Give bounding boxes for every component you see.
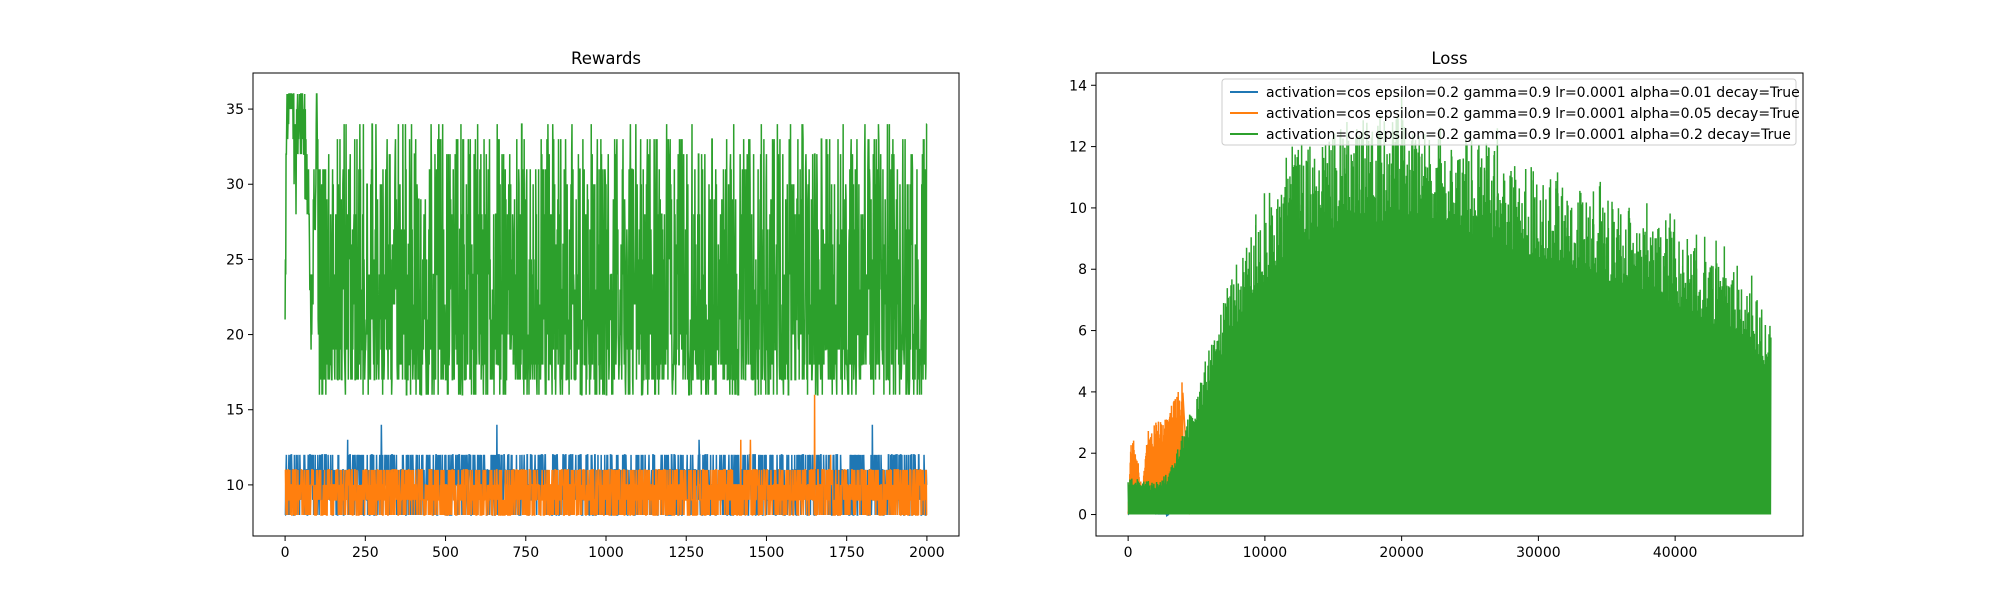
rewards-ytick-label: 30 (226, 177, 244, 193)
rewards-xtick-label: 750 (512, 545, 539, 561)
rewards-series-2-line (284, 394, 928, 516)
legend-label-1: activation=cos epsilon=0.2 gamma=0.9 lr=… (1266, 85, 1800, 101)
loss-legend: activation=cos epsilon=0.2 gamma=0.9 lr=… (1221, 78, 1800, 146)
loss-ytick-label: 4 (1078, 385, 1087, 401)
rewards-ytick-label: 20 (226, 328, 244, 344)
loss-plot-frame (1095, 72, 1804, 537)
loss-ytick-label: 0 (1078, 508, 1087, 524)
loss-ytick-label: 12 (1069, 140, 1087, 156)
rewards-series-3-line (284, 93, 928, 396)
rewards-chart: Rewards 0 250 500 750 1000 1250 1500 1750 2000 10… (226, 49, 960, 561)
loss-series-3-line (1127, 116, 1772, 515)
loss-xtick-label: 20000 (1379, 545, 1424, 561)
legend-box (1221, 78, 1797, 146)
loss-ytick-label: 2 (1078, 446, 1087, 462)
rewards-xtick-label: 250 (352, 545, 379, 561)
rewards-xtick-label: 1750 (829, 545, 865, 561)
rewards-xtick-label: 1250 (668, 545, 704, 561)
loss-ytick-label: 10 (1069, 201, 1087, 217)
loss-xtick-label: 0 (1124, 545, 1133, 561)
rewards-ytick-label: 35 (226, 102, 244, 118)
rewards-xtick-label: 2000 (909, 545, 945, 561)
loss-ytick-label: 14 (1069, 78, 1087, 94)
rewards-xtick-label: 1500 (749, 545, 785, 561)
rewards-ytick-label: 15 (226, 403, 244, 419)
loss-chart: Loss 0 10000 20000 30000 40000 0 2 4 6 8 10 12 14 act… (1069, 49, 1804, 561)
loss-chart-title: Loss (1431, 49, 1467, 68)
loss-xtick-label: 10000 (1243, 545, 1288, 561)
rewards-ytick-label: 10 (226, 478, 244, 494)
loss-xtick-label: 40000 (1653, 545, 1698, 561)
legend-label-3: activation=cos epsilon=0.2 gamma=0.9 lr=… (1266, 127, 1791, 143)
rewards-ytick-label: 25 (226, 252, 244, 268)
rewards-xtick-label: 500 (432, 545, 459, 561)
legend-label-2: activation=cos epsilon=0.2 gamma=0.9 lr=… (1266, 106, 1800, 122)
rewards-xtick-label: 1000 (588, 545, 624, 561)
rewards-plot-frame (252, 72, 960, 537)
loss-xtick-label: 30000 (1516, 545, 1561, 561)
rewards-chart-title: Rewards (571, 49, 641, 68)
loss-ytick-label: 8 (1078, 262, 1087, 278)
loss-ytick-label: 6 (1078, 324, 1087, 340)
rewards-xtick-label: 0 (281, 545, 290, 561)
